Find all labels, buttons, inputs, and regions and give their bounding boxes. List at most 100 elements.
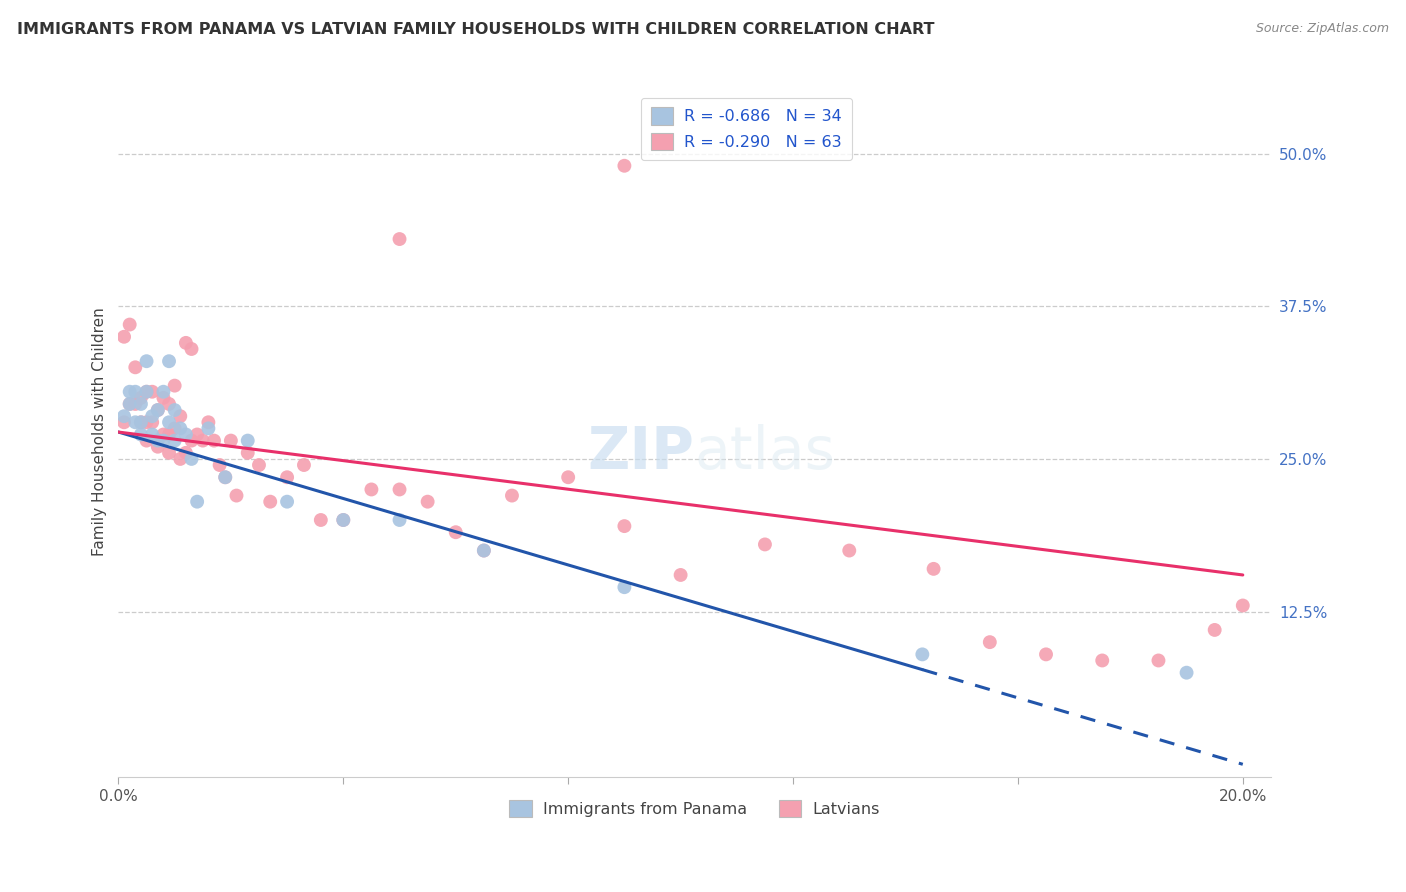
Text: Source: ZipAtlas.com: Source: ZipAtlas.com [1256,22,1389,36]
Legend: Immigrants from Panama, Latvians: Immigrants from Panama, Latvians [503,794,886,823]
Point [157,427,180,442]
Point [501,489,523,503]
Point [112,330,135,344]
Point [152,384,174,399]
Point [129,415,152,429]
Point [146,403,169,417]
Point [163,378,186,392]
Point [118,397,141,411]
Point [124,360,146,375]
Point [472,543,495,558]
Point [118,318,141,332]
Point [613,580,636,594]
Point [163,403,186,417]
Point [135,384,157,399]
Point [169,409,191,424]
Point [214,470,236,484]
Point [416,494,439,508]
Point [472,543,495,558]
Point [129,415,152,429]
Text: IMMIGRANTS FROM PANAMA VS LATVIAN FAMILY HOUSEHOLDS WITH CHILDREN CORRELATION CH: IMMIGRANTS FROM PANAMA VS LATVIAN FAMILY… [17,22,935,37]
Point [276,470,298,484]
Point [754,537,776,551]
Point [979,635,1001,649]
Point [174,446,197,460]
Point [388,513,411,527]
Point [236,434,259,448]
Point [152,427,174,442]
Point [388,483,411,497]
Point [141,409,163,424]
Point [174,335,197,350]
Point [135,434,157,448]
Point [163,421,186,435]
Point [141,384,163,399]
Point [197,421,219,435]
Point [1232,599,1254,613]
Point [236,446,259,460]
Point [1147,653,1170,667]
Point [911,648,934,662]
Point [146,403,169,417]
Point [197,415,219,429]
Point [135,384,157,399]
Point [388,232,411,246]
Point [180,451,202,466]
Text: atlas: atlas [695,424,835,481]
Point [180,342,202,356]
Point [163,434,186,448]
Point [247,458,270,472]
Point [186,427,208,442]
Point [118,397,141,411]
Point [129,397,152,411]
Point [214,470,236,484]
Point [613,519,636,533]
Point [124,397,146,411]
Point [141,427,163,442]
Point [180,434,202,448]
Point [152,391,174,405]
Point [146,434,169,448]
Point [1091,653,1114,667]
Point [1204,623,1226,637]
Point [129,427,152,442]
Point [276,494,298,508]
Point [157,446,180,460]
Point [112,415,135,429]
Point [360,483,382,497]
Point [444,525,467,540]
Point [157,397,180,411]
Point [157,354,180,368]
Y-axis label: Family Households with Children: Family Households with Children [93,307,107,556]
Point [174,427,197,442]
Point [208,458,231,472]
Point [309,513,332,527]
Point [557,470,579,484]
Point [922,562,945,576]
Point [135,354,157,368]
Point [124,384,146,399]
Point [191,434,214,448]
Point [202,434,225,448]
Point [146,440,169,454]
Point [613,159,636,173]
Point [259,494,281,508]
Point [169,421,191,435]
Point [669,568,692,582]
Point [332,513,354,527]
Point [112,409,135,424]
Point [152,434,174,448]
Text: ZIP: ZIP [588,424,695,481]
Point [219,434,242,448]
Point [124,415,146,429]
Point [292,458,315,472]
Point [1175,665,1198,680]
Point [141,415,163,429]
Point [186,494,208,508]
Point [129,391,152,405]
Point [1035,648,1057,662]
Point [118,384,141,399]
Point [225,489,247,503]
Point [838,543,860,558]
Point [135,415,157,429]
